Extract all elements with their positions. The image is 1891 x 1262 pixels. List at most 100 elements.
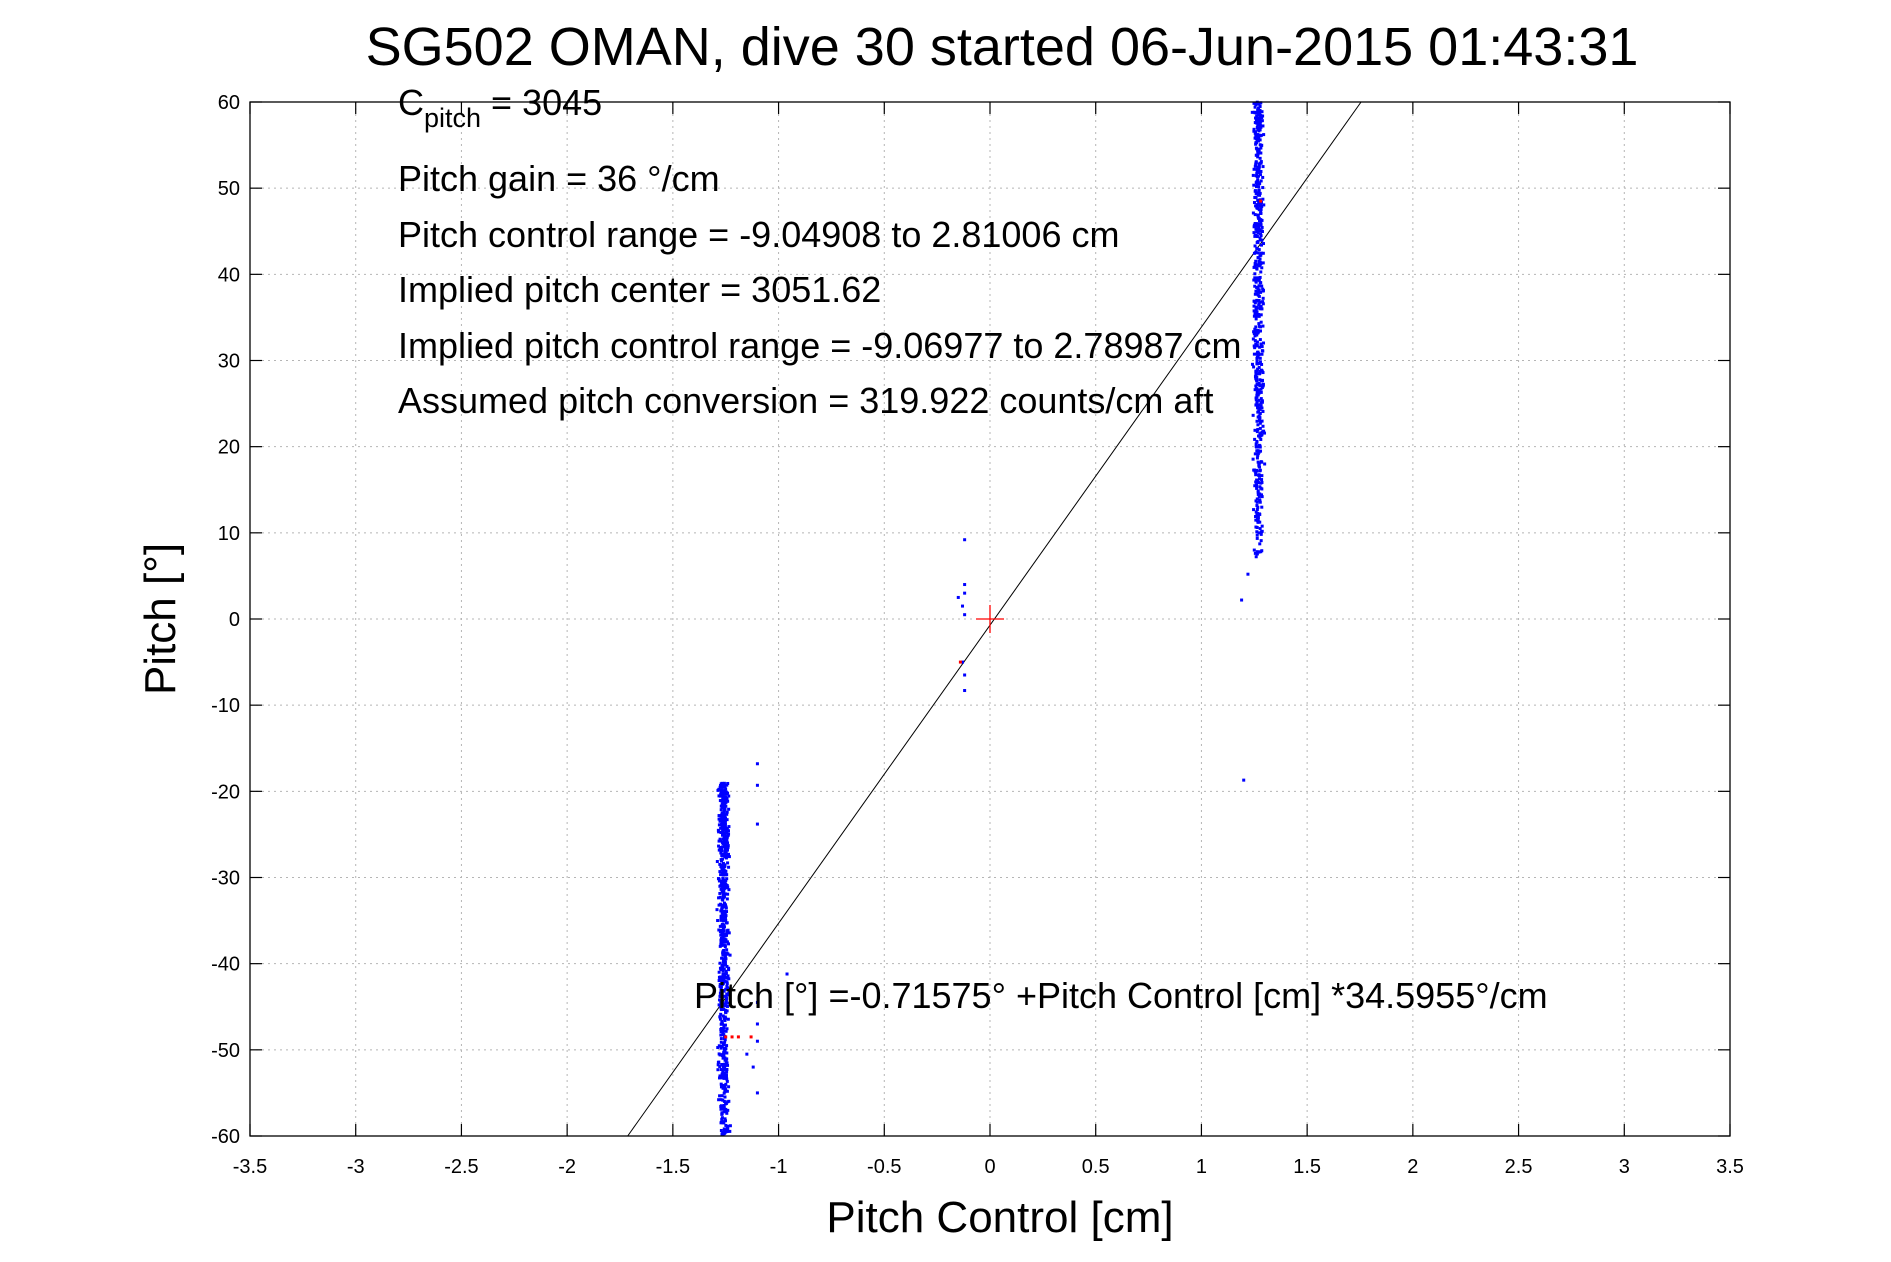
x-tick-label: 0.5 — [1082, 1156, 1110, 1178]
data-point — [1253, 330, 1257, 334]
data-point — [725, 1044, 729, 1048]
data-point — [1257, 290, 1261, 294]
data-point — [1260, 110, 1264, 114]
data-point — [963, 673, 967, 677]
data-point — [1255, 169, 1259, 173]
data-point — [1258, 542, 1262, 546]
data-point — [1254, 518, 1258, 522]
data-point — [723, 1023, 727, 1027]
data-point — [728, 953, 732, 957]
data-point — [1259, 437, 1263, 441]
data-point — [1258, 469, 1262, 473]
data-point — [1257, 106, 1261, 110]
data-point — [1256, 405, 1260, 409]
data-point — [1254, 142, 1258, 146]
data-point — [720, 823, 724, 827]
data-point — [722, 933, 726, 937]
data-point — [1259, 532, 1263, 536]
data-point — [1259, 368, 1263, 372]
data-point — [723, 912, 727, 916]
data-point — [1251, 337, 1255, 341]
x-tick-label: 2 — [1407, 1156, 1418, 1178]
data-point — [725, 818, 729, 822]
data-point — [720, 996, 724, 1000]
data-point — [721, 1106, 725, 1110]
data-point — [1258, 520, 1262, 524]
data-point — [1260, 266, 1264, 270]
data-point — [716, 1046, 720, 1050]
data-point — [1253, 234, 1257, 238]
x-tick-label: -3.5 — [233, 1156, 267, 1178]
data-point — [1257, 288, 1261, 292]
data-point — [724, 1000, 728, 1004]
data-point — [718, 1074, 722, 1078]
data-point — [1262, 203, 1266, 207]
data-point — [720, 963, 724, 967]
data-point — [1253, 339, 1257, 343]
data-point — [1253, 334, 1257, 338]
data-point — [1254, 325, 1258, 329]
data-point — [727, 968, 731, 972]
data-point — [724, 921, 728, 925]
data-point — [717, 844, 721, 848]
data-point — [721, 785, 725, 789]
data-point — [719, 928, 723, 932]
data-point — [755, 1000, 759, 1004]
data-point — [719, 1012, 723, 1016]
data-point — [1257, 185, 1261, 189]
highlight-point — [958, 660, 962, 664]
data-point — [1258, 138, 1262, 142]
data-point — [722, 841, 726, 845]
data-point — [1258, 104, 1262, 108]
data-point — [1254, 185, 1258, 189]
data-point — [723, 824, 727, 828]
data-point — [1253, 312, 1257, 316]
data-point — [1261, 300, 1265, 304]
data-point — [1259, 144, 1263, 148]
y-tick-label: -20 — [211, 781, 240, 803]
data-point — [719, 782, 723, 786]
data-point — [717, 979, 721, 983]
data-point — [723, 944, 727, 948]
data-point — [1260, 419, 1264, 423]
data-point — [1251, 211, 1255, 215]
data-point — [1256, 362, 1260, 366]
data-point — [1261, 165, 1265, 169]
data-point — [723, 1064, 727, 1068]
data-point — [719, 818, 723, 822]
data-point — [1253, 437, 1257, 441]
data-point — [722, 1072, 726, 1076]
annotation-c-pitch: Cpitch = 3045 — [398, 82, 602, 133]
data-point — [720, 983, 724, 987]
data-point — [720, 1116, 724, 1120]
data-point — [726, 799, 730, 803]
data-point — [1255, 180, 1259, 184]
x-tick-label: -2 — [558, 1156, 576, 1178]
data-point — [1261, 289, 1265, 293]
data-point — [721, 1084, 725, 1088]
data-point — [719, 799, 723, 803]
data-point — [727, 865, 731, 869]
data-point — [719, 1129, 723, 1133]
data-point — [1253, 284, 1257, 288]
data-point — [720, 811, 724, 815]
data-point — [1258, 204, 1262, 208]
data-point — [724, 1029, 728, 1033]
data-point — [723, 975, 727, 979]
data-point — [722, 838, 726, 842]
data-point — [725, 1027, 729, 1031]
data-point — [724, 1047, 728, 1051]
data-point — [725, 982, 729, 986]
data-point — [755, 1091, 759, 1095]
data-point — [1257, 450, 1261, 454]
data-point — [723, 1095, 727, 1099]
data-point — [1257, 259, 1261, 263]
data-point — [726, 952, 730, 956]
data-point — [1250, 110, 1254, 114]
data-point — [725, 848, 729, 852]
data-point — [724, 1107, 728, 1111]
y-axis-label: Pitch [°] — [136, 543, 185, 695]
data-point — [718, 977, 722, 981]
data-point — [719, 804, 723, 808]
data-point — [1252, 304, 1256, 308]
